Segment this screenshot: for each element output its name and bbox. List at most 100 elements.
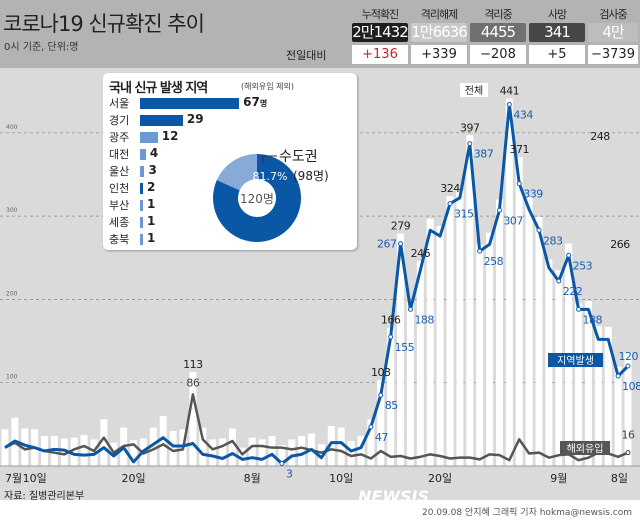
data-label: 108	[622, 380, 640, 393]
y-tick-label: 300	[6, 207, 18, 214]
data-label: 47	[375, 431, 388, 444]
total-bar	[495, 199, 503, 466]
total-bar	[70, 437, 78, 466]
data-label: 86	[186, 376, 199, 389]
total-bar	[189, 371, 197, 466]
region-row: 대전 4	[109, 146, 167, 163]
data-label: 441	[500, 85, 520, 98]
region-bar	[140, 115, 183, 126]
data-label: 324	[440, 182, 460, 195]
total-bar	[298, 436, 306, 466]
data-label: 188	[414, 313, 434, 326]
data-label: 113	[183, 358, 203, 371]
header: 코로나19 신규확진 추이 0시 기준, 단위:명 전일대비 누적확진 2만143…	[0, 0, 640, 68]
stat-label: 검사중	[599, 8, 627, 21]
data-label: 258	[484, 255, 504, 268]
data-point	[447, 201, 453, 207]
legend-overseas: 해외유입	[567, 442, 604, 455]
total-bar	[555, 270, 563, 466]
data-label: 222	[563, 285, 583, 298]
region-name: 경기	[109, 114, 130, 127]
overseas-line	[4, 393, 629, 462]
data-label: 3	[286, 468, 293, 481]
region-row: 인천 2	[109, 180, 164, 197]
data-label: 339	[523, 188, 543, 201]
region-row: 서울 67명	[109, 95, 274, 112]
data-point	[477, 248, 483, 254]
data-point	[556, 278, 562, 284]
inset-note: (해외유입 제외)	[241, 82, 294, 91]
credit: 20.09.08 안지혜 그래픽 기자 hokma@newsis.com	[421, 508, 632, 518]
data-label: 279	[391, 220, 411, 233]
stat-value: 2만1432	[352, 23, 409, 42]
total-bar	[486, 232, 494, 466]
x-tick-label: 10일	[329, 471, 353, 485]
data-label: 307	[503, 214, 523, 227]
data-point	[398, 241, 404, 247]
total-bar	[288, 439, 296, 466]
total-bar	[535, 216, 543, 466]
total-bar	[130, 440, 138, 466]
region-bar	[140, 183, 143, 194]
region-bar	[140, 149, 146, 160]
x-tick-label: 20일	[121, 471, 145, 485]
data-label: 85	[385, 399, 398, 412]
leader-line	[262, 155, 277, 164]
stat-label: 격리해제	[420, 8, 458, 21]
stat-diff: +339	[411, 45, 467, 64]
data-point	[388, 334, 394, 340]
region-row: 세종 1	[109, 214, 164, 231]
legend-local-bg	[548, 353, 603, 367]
region-name: 울산	[109, 165, 130, 178]
donut-chart: 120명 81.7% 수도권 (98명)	[213, 149, 329, 242]
stat-label: 사망	[547, 8, 567, 21]
x-tick-label: 20일	[428, 471, 452, 485]
data-label: 267	[377, 238, 397, 251]
data-point	[625, 450, 631, 456]
total-bar	[100, 419, 108, 466]
stat-diff: −208	[470, 45, 526, 64]
region-bar	[140, 234, 143, 245]
stat-diff: +136	[352, 45, 408, 64]
region-bar	[140, 132, 158, 143]
stat-diff: −3739	[588, 45, 638, 64]
data-label: 246	[411, 247, 431, 260]
y-tick-label: 100	[6, 374, 18, 381]
region-value: 1	[147, 231, 156, 245]
page-title: 코로나19 신규확진 추이	[3, 12, 205, 36]
stat-value: 1만6636	[411, 23, 468, 42]
group-label: 수도권	[279, 149, 318, 165]
x-tick-label: 8일	[611, 471, 628, 485]
data-label: 266	[610, 238, 630, 251]
region-name: 부산	[109, 199, 130, 212]
total-bar	[624, 352, 632, 466]
region-value: 67명	[243, 95, 268, 109]
region-value: 29	[186, 112, 204, 126]
data-label: 434	[513, 108, 533, 121]
total-bar	[397, 233, 405, 466]
stat-diff: +5	[529, 45, 585, 64]
total-bar	[199, 427, 207, 466]
donut-slice-capital	[213, 154, 301, 242]
donut-slice-other	[216, 154, 257, 191]
total-bar	[426, 218, 434, 466]
stat-value: 4455	[470, 23, 526, 42]
total-bar	[456, 189, 464, 466]
total-bar	[357, 436, 365, 466]
data-label: 155	[395, 341, 415, 354]
data-point	[467, 141, 473, 147]
region-name: 인천	[109, 182, 130, 195]
region-bar	[140, 98, 240, 109]
newsis-logo: NEWSIS	[358, 487, 429, 506]
data-point	[378, 392, 384, 398]
data-point	[407, 306, 413, 312]
total-bar	[228, 428, 236, 466]
total-bar	[594, 326, 602, 466]
data-label: 120	[619, 350, 639, 363]
data-label: 188	[583, 313, 603, 326]
total-bar	[446, 196, 454, 466]
total-bar	[149, 427, 157, 466]
data-point	[279, 461, 285, 467]
data-point	[576, 306, 582, 312]
data-label: 253	[573, 259, 593, 272]
